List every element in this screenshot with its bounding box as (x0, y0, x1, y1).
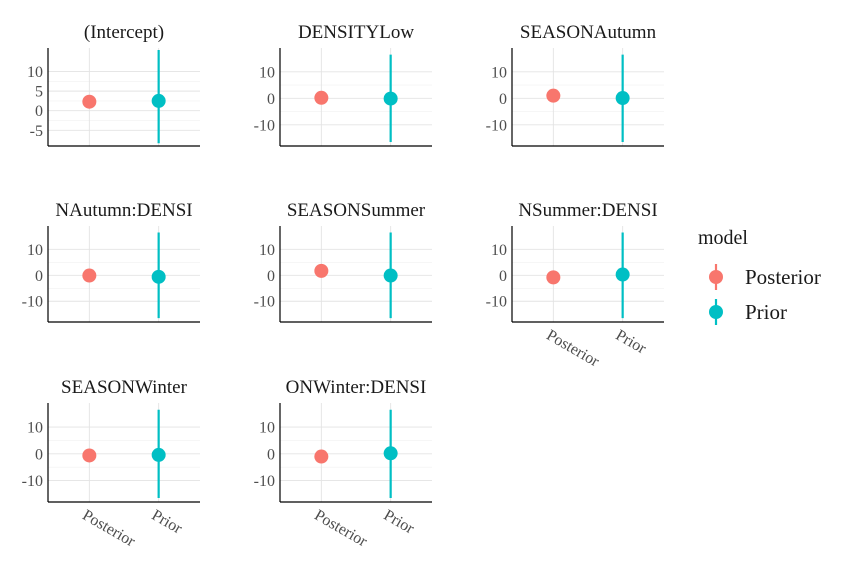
facet-panel: NAutumn:DENSI -10 0 10 (22, 200, 200, 323)
y-tick-label: 0 (267, 268, 275, 285)
y-tick-label: 10 (27, 64, 43, 81)
y-tick-label: -10 (254, 117, 275, 134)
x-tick-label: Posterior (79, 507, 138, 551)
data-point (383, 268, 398, 283)
y-tick-label: 10 (491, 242, 507, 259)
y-tick-label: 10 (259, 64, 275, 81)
y-tick-label: -10 (22, 294, 43, 311)
data-point (615, 267, 630, 282)
data-point (383, 446, 398, 461)
y-tick-label: 0 (499, 91, 507, 108)
x-tick-label: Posterior (311, 507, 370, 551)
y-tick-label: 5 (35, 84, 43, 101)
x-tick-label: Prior (613, 327, 650, 358)
data-point (546, 88, 561, 103)
facet-title: NAutumn:DENSI (55, 200, 192, 221)
legend-title: model (698, 227, 748, 249)
legend-label: Prior (745, 300, 787, 324)
facet-panel: SEASONWinter -10 0 10 Posterior Prior (22, 377, 200, 551)
data-point (151, 447, 166, 462)
y-tick-label: -10 (486, 117, 507, 134)
y-tick-label: 10 (259, 420, 275, 437)
data-point (615, 91, 630, 106)
facet-title: SEASONAutumn (520, 22, 657, 43)
y-tick-label: 10 (27, 420, 43, 437)
facet-title: SEASONSummer (287, 200, 426, 221)
data-point (314, 263, 329, 278)
legend: model Posterior Prior (698, 227, 821, 325)
facet-panel: (Intercept) -5 0 5 10 (27, 22, 200, 147)
y-tick-label: 10 (27, 242, 43, 259)
y-tick-label: 0 (499, 268, 507, 285)
facet-panel: ONWinter:DENSI -10 0 10 Posterior Prior (254, 377, 432, 551)
facet-title: DENSITYLow (298, 22, 414, 43)
y-tick-label: -10 (486, 294, 507, 311)
data-point (314, 90, 329, 105)
facet-title: NSummer:DENSI (518, 200, 657, 221)
x-tick-label: Posterior (543, 327, 602, 371)
x-tick-label: Prior (381, 507, 418, 538)
data-point (546, 270, 561, 285)
data-point (314, 449, 329, 464)
x-tick-label: Prior (149, 507, 186, 538)
data-point (383, 91, 398, 106)
y-tick-label: -10 (22, 473, 43, 490)
facet-panel: SEASONAutumn -10 0 10 (486, 22, 664, 147)
y-tick-label: 0 (35, 268, 43, 285)
facet-title: SEASONWinter (61, 377, 188, 398)
y-tick-label: 0 (267, 91, 275, 108)
data-point (82, 448, 97, 463)
y-tick-label: -10 (254, 473, 275, 490)
data-point (151, 93, 166, 108)
data-point (151, 269, 166, 284)
facet-title: (Intercept) (84, 22, 164, 43)
y-tick-label: 10 (491, 64, 507, 81)
facet-panel: NSummer:DENSI -10 0 10 Posterior Prior (486, 200, 664, 371)
y-tick-label: 0 (35, 446, 43, 463)
y-tick-label: 0 (267, 446, 275, 463)
y-tick-label: -10 (254, 294, 275, 311)
data-point (82, 94, 97, 109)
y-tick-label: 0 (35, 103, 43, 120)
legend-key-point (709, 305, 723, 319)
y-tick-label: 10 (259, 242, 275, 259)
facet-title: ONWinter:DENSI (286, 377, 427, 398)
data-point (82, 268, 97, 283)
legend-key-point (709, 270, 723, 284)
legend-label: Posterior (745, 265, 821, 289)
facet-panel: SEASONSummer -10 0 10 (254, 200, 432, 323)
facet-panel: DENSITYLow -10 0 10 (254, 22, 432, 147)
y-tick-label: -5 (30, 123, 43, 140)
